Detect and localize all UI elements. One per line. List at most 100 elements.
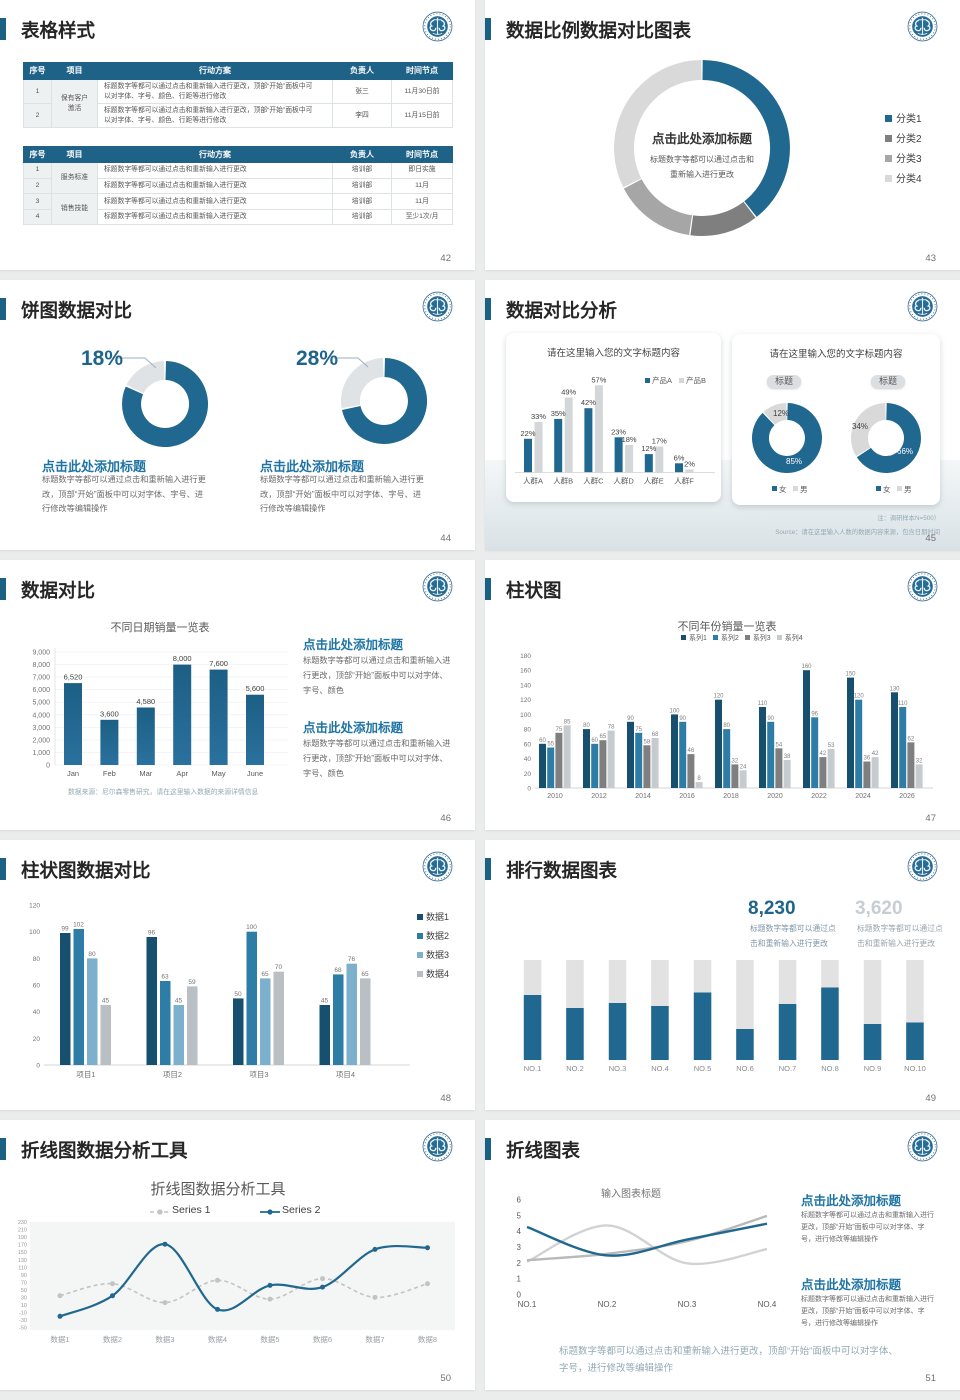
svg-text:22%: 22%	[520, 429, 535, 438]
svg-text:10: 10	[21, 1303, 27, 1309]
svg-text:2%: 2%	[684, 459, 695, 468]
svg-text:Apr: Apr	[176, 769, 188, 778]
svg-text:数据8: 数据8	[418, 1334, 437, 1344]
svg-text:数据2: 数据2	[103, 1334, 122, 1344]
svg-text:33%: 33%	[531, 412, 546, 421]
svg-text:12%: 12%	[773, 409, 789, 418]
svg-text:1: 1	[517, 1275, 522, 1284]
svg-text:66%: 66%	[897, 447, 913, 456]
svg-text:80: 80	[524, 727, 532, 734]
svg-text:62: 62	[908, 736, 915, 742]
svg-text:17%: 17%	[652, 437, 667, 446]
svg-text:6%: 6%	[674, 453, 685, 462]
svg-text:2022: 2022	[811, 793, 827, 800]
svg-text:20: 20	[33, 1036, 41, 1043]
svg-text:100: 100	[29, 929, 40, 936]
svg-text:NO.6: NO.6	[736, 1064, 754, 1073]
svg-text:数据7: 数据7	[365, 1334, 384, 1344]
svg-text:NO.4: NO.4	[758, 1300, 777, 1309]
svg-text:4,000: 4,000	[32, 712, 50, 719]
svg-text:65: 65	[361, 971, 369, 978]
svg-text:68: 68	[334, 967, 342, 974]
svg-text:60: 60	[591, 738, 598, 744]
svg-text:NO.4: NO.4	[651, 1064, 669, 1073]
svg-text:120: 120	[520, 697, 531, 704]
svg-text:230: 230	[18, 1220, 27, 1226]
svg-text:65: 65	[600, 734, 607, 740]
svg-text:Jan: Jan	[67, 769, 79, 778]
svg-text:90: 90	[627, 716, 634, 722]
svg-text:数据5: 数据5	[260, 1334, 279, 1344]
svg-text:160: 160	[801, 664, 812, 670]
svg-text:42: 42	[820, 751, 827, 757]
svg-text:150: 150	[845, 672, 856, 678]
svg-text:6,520: 6,520	[64, 673, 83, 682]
svg-text:人群D: 人群D	[613, 476, 634, 486]
svg-text:NO.7: NO.7	[779, 1064, 797, 1073]
svg-text:38: 38	[784, 754, 791, 760]
svg-text:100: 100	[669, 708, 680, 714]
svg-text:12%: 12%	[641, 444, 656, 453]
svg-text:80: 80	[583, 723, 590, 729]
svg-text:7,600: 7,600	[209, 659, 228, 668]
svg-text:-10: -10	[19, 1311, 27, 1317]
svg-text:3,000: 3,000	[32, 725, 50, 732]
svg-text:210: 210	[18, 1228, 27, 1234]
svg-text:6: 6	[517, 1196, 522, 1205]
svg-text:NO.1: NO.1	[518, 1300, 537, 1309]
svg-text:90: 90	[21, 1273, 27, 1279]
svg-text:NO.1: NO.1	[524, 1064, 542, 1073]
svg-text:2010: 2010	[547, 793, 563, 800]
svg-text:2016: 2016	[679, 793, 695, 800]
svg-text:60: 60	[524, 741, 532, 748]
svg-text:4: 4	[517, 1227, 522, 1236]
svg-text:NO.9: NO.9	[864, 1064, 882, 1073]
svg-text:45: 45	[102, 998, 110, 1005]
svg-text:68: 68	[652, 732, 659, 738]
svg-text:8,000: 8,000	[32, 662, 50, 669]
svg-text:50: 50	[21, 1288, 27, 1294]
svg-text:4,580: 4,580	[136, 697, 155, 706]
svg-text:32: 32	[916, 758, 923, 764]
svg-text:0: 0	[517, 1291, 522, 1300]
svg-text:5,000: 5,000	[32, 700, 50, 707]
svg-text:130: 130	[889, 686, 900, 692]
svg-text:0: 0	[527, 786, 531, 793]
svg-text:NO.10: NO.10	[904, 1064, 926, 1073]
svg-text:60: 60	[539, 738, 546, 744]
svg-text:数据6: 数据6	[313, 1334, 332, 1344]
svg-text:1,000: 1,000	[32, 750, 50, 757]
svg-text:June: June	[247, 769, 263, 778]
svg-text:8,000: 8,000	[173, 654, 192, 663]
svg-text:2018: 2018	[723, 793, 739, 800]
svg-text:96: 96	[148, 930, 156, 937]
svg-text:NO.2: NO.2	[598, 1300, 617, 1309]
svg-text:58: 58	[644, 739, 651, 745]
svg-text:70: 70	[275, 964, 283, 971]
svg-text:NO.5: NO.5	[694, 1064, 712, 1073]
svg-text:男: 男	[904, 485, 912, 494]
svg-text:63: 63	[161, 974, 169, 981]
svg-text:30: 30	[21, 1296, 27, 1302]
svg-text:102: 102	[73, 922, 84, 929]
svg-text:-30: -30	[19, 1318, 27, 1324]
svg-text:Mar: Mar	[139, 769, 152, 778]
svg-text:NO.2: NO.2	[566, 1064, 584, 1073]
svg-text:May: May	[212, 769, 226, 778]
svg-text:女: 女	[779, 484, 787, 494]
svg-text:产品B: 产品B	[686, 375, 706, 385]
svg-text:57%: 57%	[591, 375, 606, 384]
svg-text:180: 180	[520, 653, 531, 660]
svg-text:数据3: 数据3	[155, 1334, 174, 1344]
svg-text:人群E: 人群E	[644, 476, 664, 486]
svg-text:80: 80	[88, 951, 96, 958]
svg-text:170: 170	[18, 1243, 27, 1249]
svg-text:6,000: 6,000	[32, 687, 50, 694]
svg-text:140: 140	[520, 683, 531, 690]
svg-text:120: 120	[29, 903, 40, 910]
svg-text:NO.8: NO.8	[821, 1064, 839, 1073]
svg-text:130: 130	[18, 1258, 27, 1264]
svg-text:70: 70	[21, 1280, 27, 1286]
svg-text:产品A: 产品A	[652, 375, 672, 385]
svg-text:项目1: 项目1	[76, 1070, 95, 1079]
